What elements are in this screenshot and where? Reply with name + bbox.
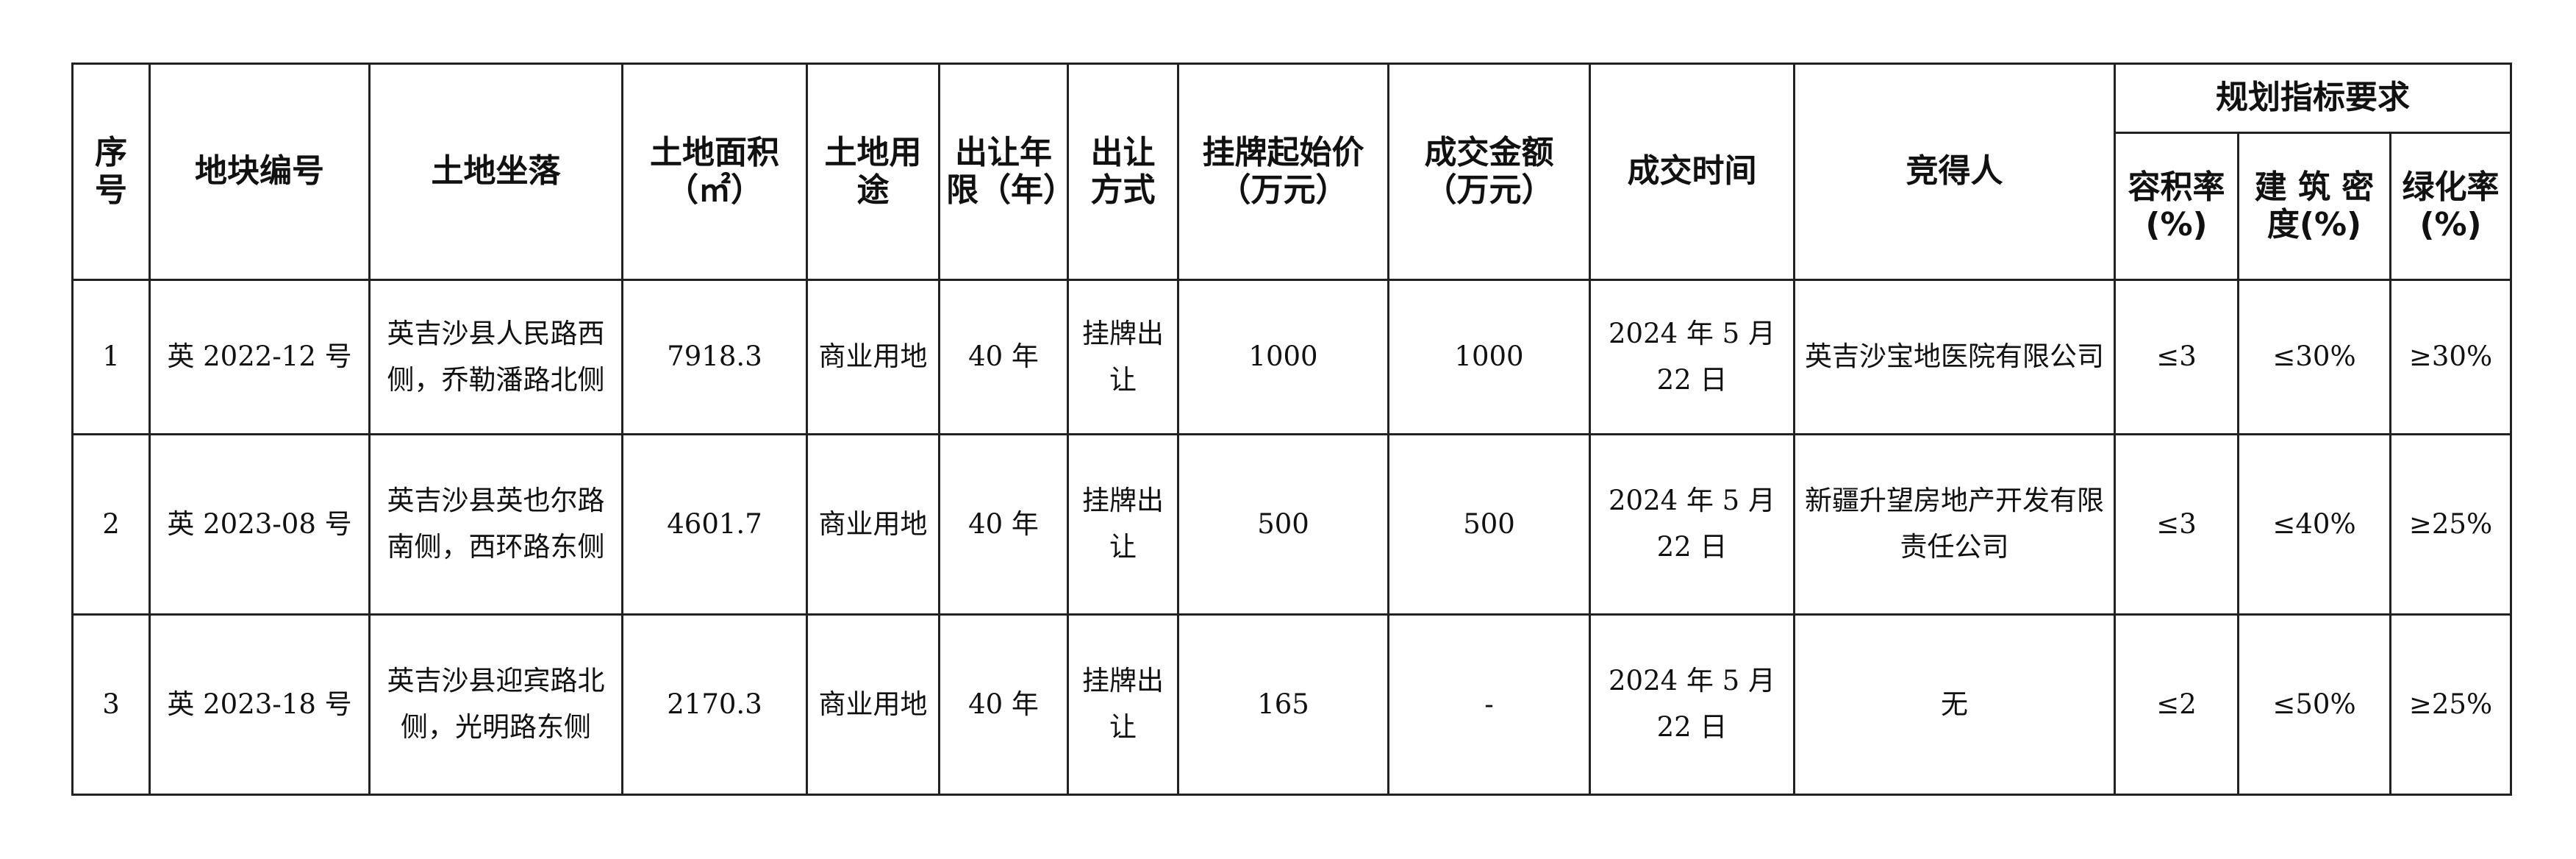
- cell-deal-time: 2024 年 5 月 22 日: [1589, 613, 1795, 796]
- header-area: 土地面积（㎡）: [621, 63, 808, 281]
- cell-method: 挂牌出让: [1067, 433, 1179, 616]
- header-start-price: 挂牌起始价（万元）: [1177, 63, 1389, 281]
- cell-plot-ratio: ≤3: [2114, 279, 2239, 435]
- cell-area: 4601.7: [621, 433, 808, 616]
- cell-method: 挂牌出让: [1067, 279, 1179, 435]
- cell-building-density: ≤50%: [2237, 613, 2391, 796]
- header-deal-amount: 成交金额（万元）: [1387, 63, 1591, 281]
- cell-building-density: ≤40%: [2237, 433, 2391, 616]
- header-plot-ratio: 容积率(%): [2114, 132, 2239, 281]
- cell-use: 商业用地: [806, 433, 940, 616]
- cell-plot-id: 英 2023-18 号: [149, 613, 371, 796]
- header-deal-time: 成交时间: [1589, 63, 1795, 281]
- cell-seq: 3: [71, 613, 151, 796]
- header-plot-id: 地块编号: [149, 63, 371, 281]
- cell-plot-ratio: ≤2: [2114, 613, 2239, 796]
- cell-green-rate: ≥30%: [2389, 279, 2513, 435]
- header-method: 出让方式: [1067, 63, 1179, 281]
- cell-method: 挂牌出让: [1067, 613, 1179, 796]
- cell-deal-time: 2024 年 5 月 22 日: [1589, 279, 1795, 435]
- header-planning-requirements: 规划指标要求: [2113, 63, 2513, 134]
- cell-green-rate: ≥25%: [2389, 433, 2513, 616]
- cell-area: 2170.3: [621, 613, 808, 796]
- cell-term: 40 年: [938, 279, 1069, 435]
- cell-deal-amount: 1000: [1387, 279, 1591, 435]
- cell-term: 40 年: [938, 433, 1069, 616]
- cell-green-rate: ≥25%: [2389, 613, 2513, 796]
- land-transaction-table: 序号 地块编号 土地坐落 土地面积（㎡） 土地用途 出让年限（年） 出让方式 挂牌起始价（万元…: [71, 63, 2513, 796]
- cell-winner: 英吉沙宝地医院有限公司: [1793, 279, 2116, 435]
- header-green-rate: 绿化率(%): [2389, 132, 2513, 281]
- cell-deal-time: 2024 年 5 月 22 日: [1589, 433, 1795, 616]
- cell-deal-amount: 500: [1387, 433, 1591, 616]
- cell-location: 英吉沙县迎宾路北侧，光明路东侧: [368, 613, 623, 796]
- cell-seq: 1: [71, 279, 151, 435]
- header-building-density: 建 筑 密 度(%): [2237, 132, 2391, 281]
- cell-location: 英吉沙县英也尔路南侧，西环路东侧: [368, 433, 623, 616]
- cell-winner: 新疆升望房地产开发有限责任公司: [1793, 433, 2116, 616]
- cell-location: 英吉沙县人民路西侧，乔勒潘路北侧: [368, 279, 623, 435]
- cell-use: 商业用地: [806, 613, 940, 796]
- cell-deal-amount: -: [1387, 613, 1591, 796]
- cell-plot-ratio: ≤3: [2114, 433, 2239, 616]
- header-use: 土地用途: [806, 63, 940, 281]
- cell-start-price: 1000: [1177, 279, 1389, 435]
- cell-area: 7918.3: [621, 279, 808, 435]
- header-seq: 序号: [71, 63, 151, 281]
- cell-use: 商业用地: [806, 279, 940, 435]
- header-location: 土地坐落: [368, 63, 623, 281]
- header-term: 出让年限（年）: [938, 63, 1076, 281]
- cell-term: 40 年: [938, 613, 1069, 796]
- cell-start-price: 500: [1177, 433, 1389, 616]
- cell-start-price: 165: [1177, 613, 1389, 796]
- cell-seq: 2: [71, 433, 151, 616]
- cell-plot-id: 英 2023-08 号: [149, 433, 371, 616]
- header-winner: 竞得人: [1793, 63, 2116, 281]
- cell-plot-id: 英 2022-12 号: [149, 279, 371, 435]
- cell-building-density: ≤30%: [2237, 279, 2391, 435]
- cell-winner: 无: [1793, 613, 2116, 796]
